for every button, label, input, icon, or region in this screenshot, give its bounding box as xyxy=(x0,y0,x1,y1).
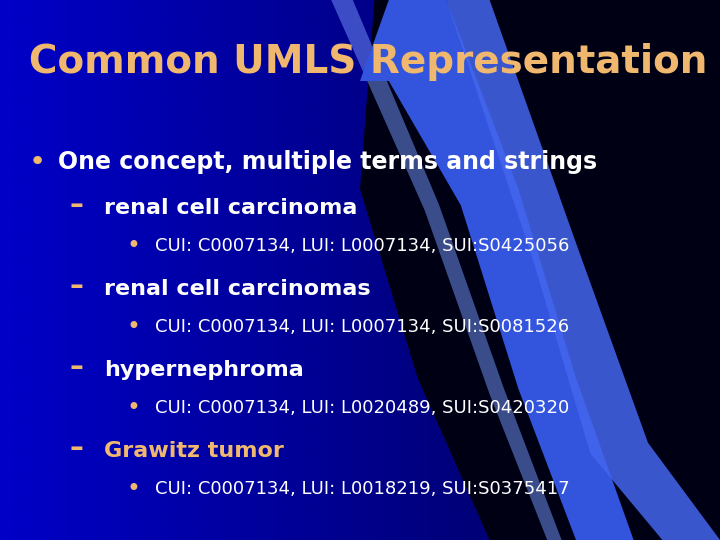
Text: •: • xyxy=(126,396,140,420)
Text: Grawitz tumor: Grawitz tumor xyxy=(104,441,284,461)
Text: renal cell carcinoma: renal cell carcinoma xyxy=(104,198,358,218)
Text: –: – xyxy=(70,434,84,462)
Text: •: • xyxy=(126,477,140,501)
Polygon shape xyxy=(360,0,720,540)
Text: hypernephroma: hypernephroma xyxy=(104,360,304,380)
Polygon shape xyxy=(331,0,562,540)
Text: –: – xyxy=(70,272,84,300)
Text: CUI: C0007134, LUI: L0020489, SUI:S0420320: CUI: C0007134, LUI: L0020489, SUI:S04203… xyxy=(155,399,569,417)
Text: •: • xyxy=(29,148,46,176)
Text: One concept, multiple terms and strings: One concept, multiple terms and strings xyxy=(58,150,597,174)
Text: –: – xyxy=(70,191,84,219)
Text: •: • xyxy=(126,234,140,258)
Text: •: • xyxy=(126,315,140,339)
Text: renal cell carcinomas: renal cell carcinomas xyxy=(104,279,371,299)
Text: CUI: C0007134, LUI: L0007134, SUI:S0081526: CUI: C0007134, LUI: L0007134, SUI:S00815… xyxy=(155,318,569,336)
Text: –: – xyxy=(70,353,84,381)
Text: CUI: C0007134, LUI: L0018219, SUI:S0375417: CUI: C0007134, LUI: L0018219, SUI:S03754… xyxy=(155,480,570,498)
Text: Common UMLS Representation: Common UMLS Representation xyxy=(29,43,707,81)
Polygon shape xyxy=(360,0,634,540)
Polygon shape xyxy=(432,0,720,540)
Text: CUI: C0007134, LUI: L0007134, SUI:S0425056: CUI: C0007134, LUI: L0007134, SUI:S04250… xyxy=(155,237,570,255)
